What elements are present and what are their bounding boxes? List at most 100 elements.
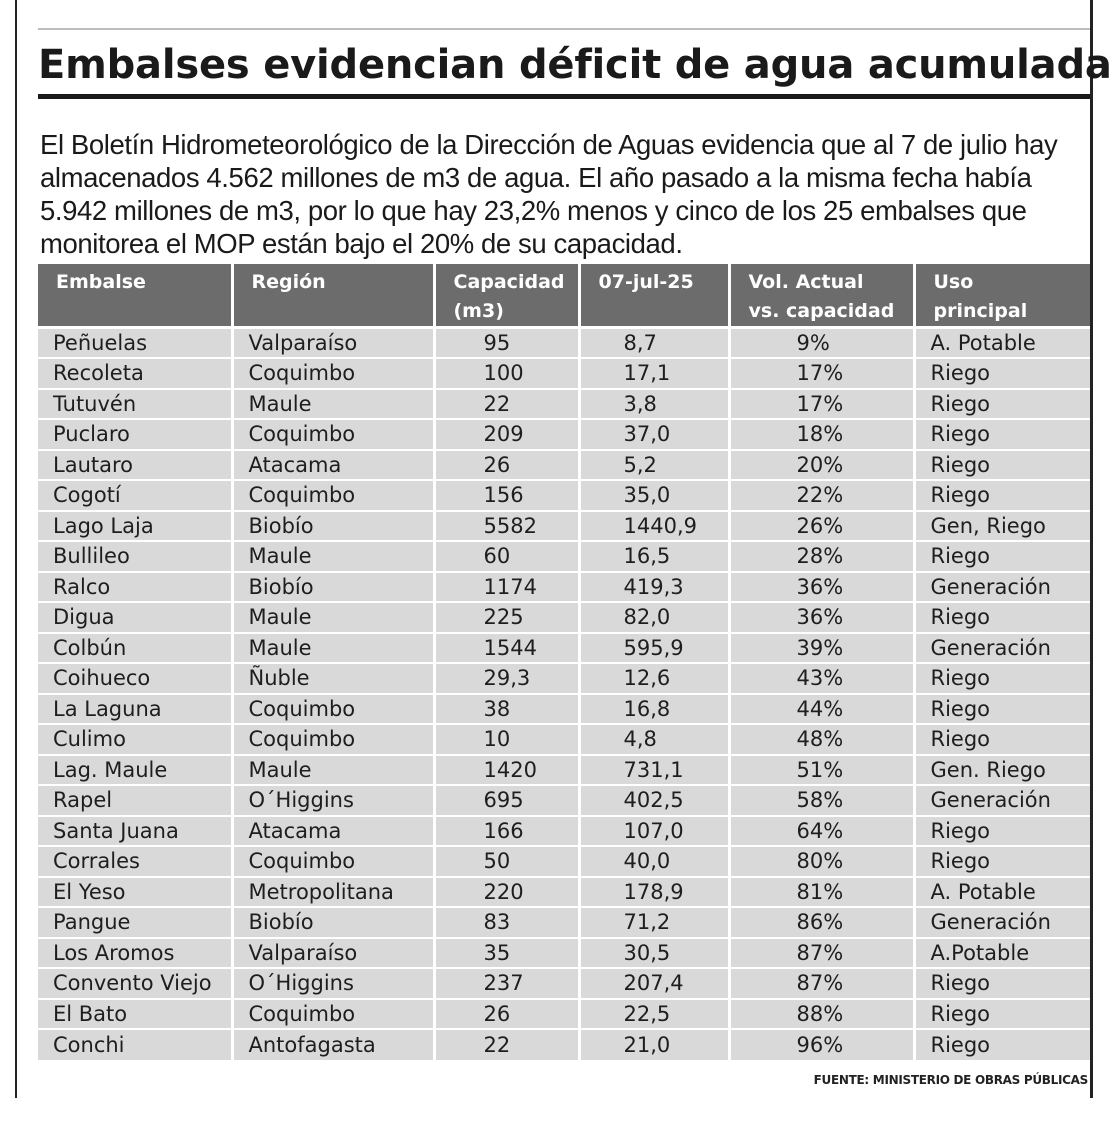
cell-vol-actual: 43% [729, 662, 916, 694]
cell-capacidad: 29,3 [434, 662, 581, 694]
cell-region: Coquimbo [232, 723, 436, 755]
cell-vol-actual: 88% [729, 997, 916, 1029]
cell-embalse: Cogotí [38, 479, 234, 511]
cell-fecha: 1440,9 [579, 509, 731, 541]
cell-fecha: 30,5 [579, 936, 731, 968]
cell-embalse: Pangue [38, 906, 234, 938]
cell-vol-actual: 87% [729, 936, 916, 968]
table-row: Peñuelas Valparaíso 95 8,7 9% A. Potable [38, 326, 1090, 358]
cell-uso: Riego [914, 1028, 1090, 1060]
cell-region: Atacama [232, 814, 436, 846]
cell-vol-actual: 81% [729, 875, 916, 907]
cell-embalse: Convento Viejo [38, 967, 234, 999]
cell-uso: Generación [914, 570, 1090, 602]
cell-uso: Riego [914, 997, 1090, 1029]
cell-capacidad: 100 [434, 357, 581, 389]
cell-uso: Riego [914, 601, 1090, 633]
table-row: Coihueco Ñuble 29,3 12,6 43% Riego [38, 662, 1090, 694]
cell-vol-actual: 51% [729, 753, 916, 785]
cell-embalse: Peñuelas [38, 326, 234, 358]
table-row: Colbún Maule 1544 595,9 39% Generación [38, 631, 1090, 663]
cell-region: Biobío [232, 570, 436, 602]
cell-embalse: Coihueco [38, 662, 234, 694]
cell-fecha: 107,0 [579, 814, 731, 846]
cell-capacidad: 22 [434, 387, 581, 419]
cell-uso: Riego [914, 814, 1090, 846]
right-border [1090, 0, 1093, 1098]
table-row: Lautaro Atacama 26 5,2 20% Riego [38, 448, 1090, 480]
table-row: Convento Viejo O´Higgins 237 207,4 87% Riego [38, 967, 1090, 999]
cell-embalse: Lautaro [38, 448, 234, 480]
cell-vol-actual: 96% [729, 1028, 916, 1060]
table-row: El Bato Coquimbo 26 22,5 88% Riego [38, 997, 1090, 1029]
cell-capacidad: 1420 [434, 753, 581, 785]
cell-uso: A. Potable [914, 875, 1090, 907]
cell-uso: Gen. Riego [914, 753, 1090, 785]
cell-capacidad: 166 [434, 814, 581, 846]
table-body: Peñuelas Valparaíso 95 8,7 9% A. Potable Recol… [38, 326, 1090, 1060]
cell-region: Coquimbo [232, 418, 436, 450]
cell-fecha: 37,0 [579, 418, 731, 450]
cell-embalse: Culimo [38, 723, 234, 755]
top-rule [38, 28, 1090, 30]
table-row: La Laguna Coquimbo 38 16,8 44% Riego [38, 692, 1090, 724]
cell-uso: Generación [914, 906, 1090, 938]
cell-capacidad: 35 [434, 936, 581, 968]
headline-rule [38, 94, 1090, 99]
cell-fecha: 40,0 [579, 845, 731, 877]
cell-fecha: 4,8 [579, 723, 731, 755]
cell-uso: Riego [914, 662, 1090, 694]
table-row: Digua Maule 225 82,0 36% Riego [38, 601, 1090, 633]
cell-capacidad: 5582 [434, 509, 581, 541]
cell-capacidad: 156 [434, 479, 581, 511]
cell-uso: Riego [914, 357, 1090, 389]
cell-embalse: El Bato [38, 997, 234, 1029]
cell-fecha: 207,4 [579, 967, 731, 999]
cell-fecha: 71,2 [579, 906, 731, 938]
cell-uso: A. Potable [914, 326, 1090, 358]
cell-uso: Riego [914, 387, 1090, 419]
table-row: Cogotí Coquimbo 156 35,0 22% Riego [38, 479, 1090, 511]
cell-capacidad: 1174 [434, 570, 581, 602]
cell-capacidad: 225 [434, 601, 581, 633]
header-uso: Uso principal [914, 264, 1090, 328]
cell-fecha: 178,9 [579, 875, 731, 907]
cell-vol-actual: 36% [729, 570, 916, 602]
cell-embalse: Corrales [38, 845, 234, 877]
cell-vol-actual: 86% [729, 906, 916, 938]
cell-embalse: Los Aromos [38, 936, 234, 968]
cell-capacidad: 220 [434, 875, 581, 907]
cell-embalse: El Yeso [38, 875, 234, 907]
cell-fecha: 12,6 [579, 662, 731, 694]
lede-paragraph: El Boletín Hidrometeorológico de la Dire… [40, 129, 1058, 259]
cell-capacidad: 50 [434, 845, 581, 877]
source-credit: FUENTE: MINISTERIO DE OBRAS PÚBLICAS [813, 1073, 1089, 1087]
header-vol-actual: Vol. Actual vs. capacidad [729, 264, 916, 328]
cell-capacidad: 26 [434, 997, 581, 1029]
cell-vol-actual: 87% [729, 967, 916, 999]
header-capacidad: Capacidad (m3) [434, 264, 581, 328]
cell-uso: Riego [914, 692, 1090, 724]
cell-uso: Riego [914, 845, 1090, 877]
cell-vol-actual: 22% [729, 479, 916, 511]
cell-fecha: 16,8 [579, 692, 731, 724]
table-row: Culimo Coquimbo 10 4,8 48% Riego [38, 723, 1090, 755]
cell-region: Coquimbo [232, 692, 436, 724]
header-embalse: Embalse [38, 264, 234, 328]
cell-uso: Gen, Riego [914, 509, 1090, 541]
cell-region: Valparaíso [232, 326, 436, 358]
cell-fecha: 402,5 [579, 784, 731, 816]
cell-uso: Riego [914, 418, 1090, 450]
cell-embalse: Recoleta [38, 357, 234, 389]
headline: Embalses evidencian déficit de agua acum… [38, 42, 1112, 88]
cell-region: Biobío [232, 509, 436, 541]
cell-embalse: La Laguna [38, 692, 234, 724]
cell-fecha: 82,0 [579, 601, 731, 633]
cell-capacidad: 209 [434, 418, 581, 450]
cell-fecha: 16,5 [579, 540, 731, 572]
cell-region: Coquimbo [232, 479, 436, 511]
cell-embalse: Conchi [38, 1028, 234, 1060]
cell-region: O´Higgins [232, 967, 436, 999]
cell-embalse: Bullileo [38, 540, 234, 572]
cell-uso: Riego [914, 540, 1090, 572]
